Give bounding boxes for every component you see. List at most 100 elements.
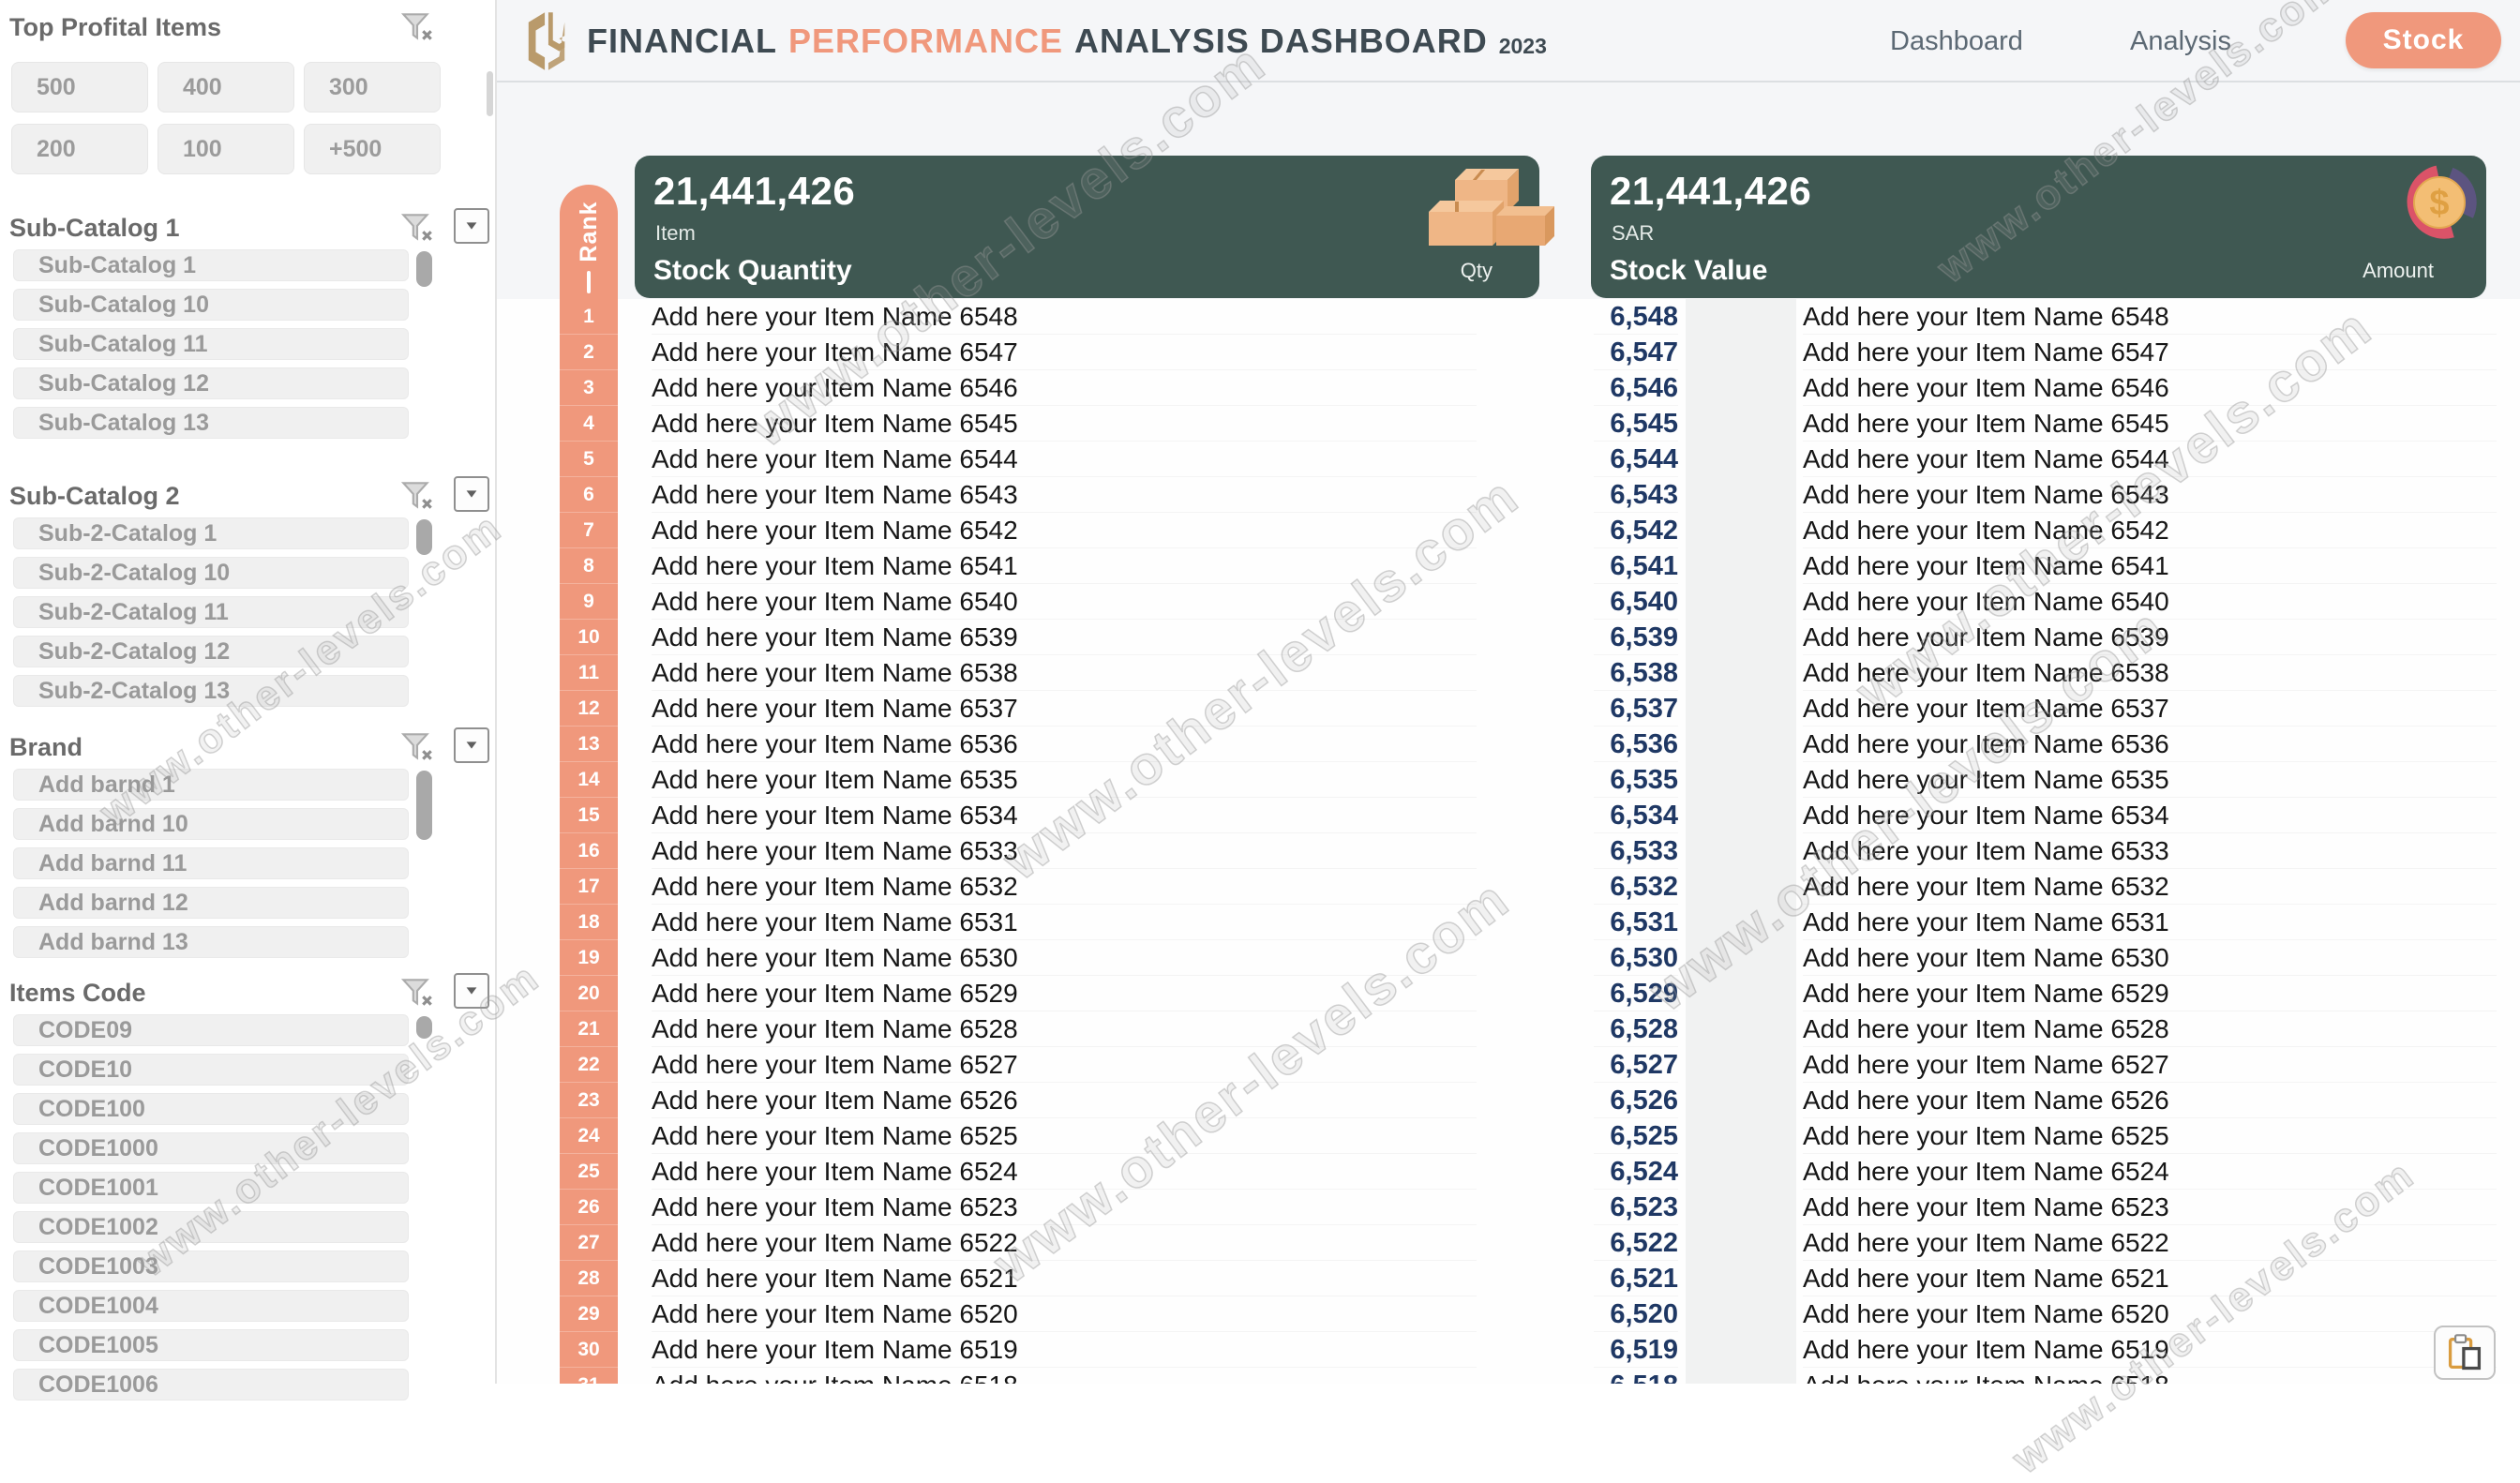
rank-number: 14 [560,762,618,798]
item-name-cell: Add here your Item Name 6531 [1803,905,2497,940]
item-name-cell: Add here your Item Name 6546 [652,370,1477,406]
rank-column: 1 2 3 4 5 6 7 8 9 10 11 12 13 14 15 16 17 18 19 20 21 22 23 24 2… [560,299,618,1384]
filter-list-item[interactable]: CODE1005 [13,1329,409,1361]
item-name-cell: Add here your Item Name 6518 [652,1368,1477,1384]
nav-dashboard[interactable]: Dashboard [1890,25,2023,56]
filter-list-item[interactable]: CODE10 [13,1054,409,1086]
item-name-cell: Add here your Item Name 6520 [652,1296,1477,1332]
item-name-cell: Add here your Item Name 6548 [652,299,1477,335]
filter-clear-icon[interactable] [398,727,437,767]
filter-list-item[interactable]: CODE1000 [13,1132,409,1164]
rank-number: 11 [560,655,618,691]
filter-list-item[interactable]: CODE1002 [13,1211,409,1243]
chevron-down-icon[interactable] [454,973,489,1009]
rank-number: 8 [560,548,618,584]
filter-list-item[interactable]: Sub-Catalog 1 [13,249,409,281]
stock-button[interactable]: Stock [2346,12,2501,68]
filter-list-item[interactable]: CODE1001 [13,1172,409,1204]
rank-number: 1 [560,299,618,335]
item-name-cell: Add here your Item Name 6531 [652,905,1477,940]
rank-number: 9 [560,584,618,620]
top-profit-option-button[interactable]: 100 [158,124,294,174]
filter-list-item[interactable]: Add barnd 12 [13,887,409,919]
item-name-cell: Add here your Item Name 6519 [652,1332,1477,1368]
filter-list-item[interactable]: Sub-2-Catalog 13 [13,675,409,707]
top-profit-option-button[interactable]: 400 [158,62,294,112]
filter-list-item[interactable]: Add barnd 10 [13,808,409,840]
filter-list-item[interactable]: Sub-2-Catalog 12 [13,636,409,667]
item-name-cell: Add here your Item Name 6544 [1803,442,2497,477]
item-name-cell: Add here your Item Name 6526 [1803,1083,2497,1118]
scrollbar-thumb[interactable] [416,251,432,287]
item-value-cell: 6,539 [1594,620,1678,655]
item-value-cell: 6,520 [1594,1296,1678,1332]
chevron-down-icon[interactable] [454,476,489,512]
filter-list-item[interactable]: Sub-2-Catalog 10 [13,557,409,589]
title-analysis-dashboard: ANALYSIS DASHBOARD [1074,22,1488,60]
filter-clear-icon[interactable] [398,208,437,247]
item-value-cell: 6,546 [1594,370,1678,406]
page-title: FINANCIAL PERFORMANCE ANALYSIS DASHBOARD… [587,0,1547,82]
item-name-cell: Add here your Item Name 6539 [1803,620,2497,655]
filter-clear-icon[interactable] [398,476,437,516]
rank-number: 13 [560,727,618,762]
item-name-cell: Add here your Item Name 6522 [1803,1225,2497,1261]
rank-number: 19 [560,940,618,976]
filter-list-item[interactable]: Sub-2-Catalog 11 [13,596,409,628]
filter-list-item[interactable]: CODE09 [13,1014,409,1046]
amount-column-label: Amount [2362,259,2434,282]
item-name-cell: Add here your Item Name 6548 [1803,299,2497,335]
item-name-cell: Add here your Item Name 6540 [652,584,1477,620]
sub-catalog-1-list: Sub-Catalog 1 Sub-Catalog 10 Sub-Catalog 1… [13,249,411,446]
paste-options-button[interactable] [2434,1326,2496,1380]
ol-monogram-logo-icon [523,10,570,72]
scrollbar-thumb[interactable] [416,771,432,840]
item-name-cell: Add here your Item Name 6536 [1803,727,2497,762]
filter-list-item[interactable]: Sub-Catalog 13 [13,407,409,439]
stock-value-panel: 21,441,426 SAR Stock Value Amount $ [1591,156,2486,298]
filter-list-item[interactable]: Sub-Catalog 12 [13,367,409,399]
filter-list-item[interactable]: CODE1003 [13,1251,409,1282]
item-value-cell: 6,537 [1594,691,1678,727]
item-name-cell: Add here your Item Name 6520 [1803,1296,2497,1332]
filter-clear-icon[interactable] [398,7,437,47]
top-profit-option-button[interactable]: +500 [304,124,441,174]
scrollbar-thumb[interactable] [416,519,432,555]
stock-quantity-item-names: Add here your Item Name 6548 Add here you… [652,299,1477,1384]
item-value-cell: 6,548 [1594,299,1678,335]
filter-list-item[interactable]: CODE100 [13,1093,409,1125]
filter-list-item[interactable]: CODE1006 [13,1369,409,1401]
stock-value-value: 21,441,426 [1610,169,1812,213]
item-value-cell: 6,532 [1594,869,1678,905]
filter-list-item[interactable]: Sub-Catalog 10 [13,289,409,321]
sub-catalog-2-list: Sub-2-Catalog 1 Sub-2-Catalog 10 Sub-2-Cat… [13,517,411,714]
table-background [497,299,2520,1384]
filter-list-item[interactable]: CODE1004 [13,1290,409,1322]
filter-list-item[interactable]: Sub-Catalog 11 [13,328,409,360]
chevron-down-icon[interactable] [454,208,489,244]
filter-list-item[interactable]: Sub-2-Catalog 1 [13,517,409,549]
item-name-cell: Add here your Item Name 6521 [1803,1261,2497,1296]
top-bar: FINANCIAL PERFORMANCE ANALYSIS DASHBOARD… [497,0,2520,82]
nav-analysis[interactable]: Analysis [2130,25,2231,56]
sidebar-scrollbar[interactable] [487,71,493,116]
rank-number: 16 [560,833,618,869]
top-profit-option-button[interactable]: 300 [304,62,441,112]
rank-number: 5 [560,442,618,477]
item-name-cell: Add here your Item Name 6538 [1803,655,2497,691]
item-value-cell: 6,547 [1594,335,1678,370]
filter-clear-icon[interactable] [398,973,437,1012]
filter-list-item[interactable]: Add barnd 1 [13,769,409,801]
chevron-down-icon[interactable] [454,727,489,763]
item-name-cell: Add here your Item Name 6539 [652,620,1477,655]
filter-list-item[interactable]: Add barnd 13 [13,926,409,958]
item-name-cell: Add here your Item Name 6543 [652,477,1477,513]
item-name-cell: Add here your Item Name 6540 [1803,584,2497,620]
rank-number: 6 [560,477,618,513]
filter-list-item[interactable]: Add barnd 11 [13,847,409,879]
top-profit-option-button[interactable]: 200 [11,124,148,174]
item-name-cell: Add here your Item Name 6536 [652,727,1477,762]
rank-header-label: Rank [575,201,602,262]
top-profit-option-button[interactable]: 500 [11,62,148,112]
scrollbar-thumb[interactable] [416,1016,432,1039]
